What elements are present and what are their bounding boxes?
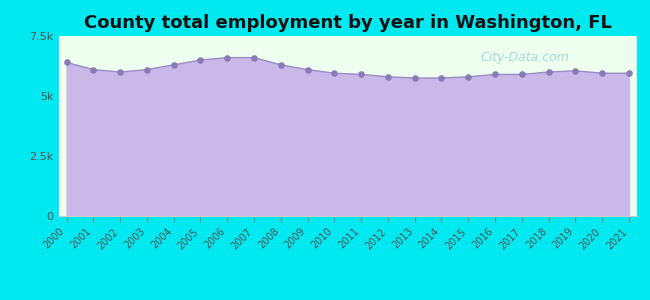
Point xyxy=(302,67,313,72)
Title: County total employment by year in Washington, FL: County total employment by year in Washi… xyxy=(84,14,612,32)
Point xyxy=(410,76,420,80)
Point xyxy=(356,72,367,77)
Point xyxy=(276,62,286,67)
Point xyxy=(222,55,233,60)
Point xyxy=(115,70,125,74)
Point xyxy=(142,67,152,72)
Text: City-Data.com: City-Data.com xyxy=(481,51,569,64)
Point xyxy=(543,70,554,74)
Point xyxy=(249,55,259,60)
Point xyxy=(517,72,527,77)
Point xyxy=(624,71,634,76)
Point xyxy=(490,72,501,77)
Point xyxy=(329,71,339,76)
Point xyxy=(61,60,72,65)
Point xyxy=(195,58,205,62)
Point xyxy=(88,67,99,72)
Point xyxy=(570,68,580,73)
Point xyxy=(383,74,393,79)
Point xyxy=(168,62,179,67)
Point xyxy=(597,71,607,76)
Point xyxy=(436,76,447,80)
Point xyxy=(463,74,473,79)
